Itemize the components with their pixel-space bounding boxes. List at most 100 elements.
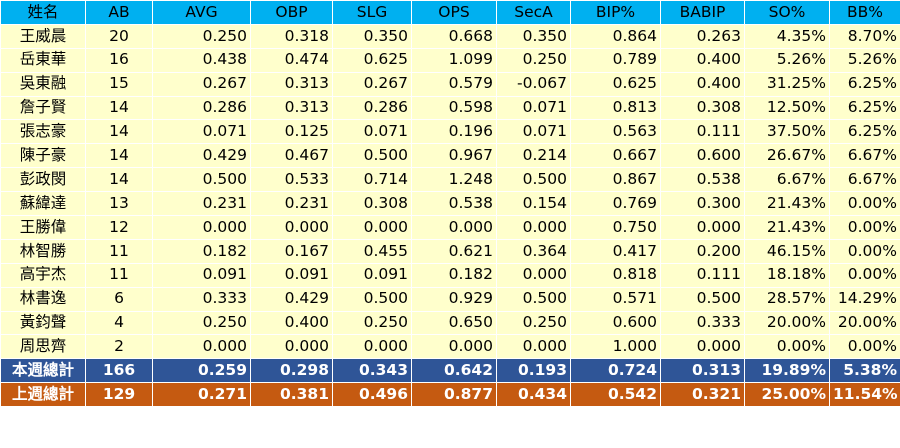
table-row: 蘇緯達 13 0.231 0.231 0.308 0.538 0.154 0.769 0.300… [0, 191, 900, 217]
table-row: 陳子豪 14 0.429 0.467 0.500 0.967 0.214 0.667 0.600… [0, 143, 900, 169]
cell-bb: 6.25% [829, 95, 900, 121]
header-ab: AB [85, 0, 153, 25]
cell-obp: 0.313 [250, 71, 333, 97]
cell-name: 上週總計 [0, 382, 86, 408]
cell-babip: 0.538 [660, 167, 745, 193]
cell-bip: 0.769 [570, 191, 661, 217]
cell-seca: 0.000 [496, 334, 571, 360]
cell-bb: 8.70% [829, 23, 900, 49]
cell-obp: 0.429 [250, 286, 333, 312]
cell-so: 18.18% [744, 262, 830, 288]
cell-bb: 6.67% [829, 167, 900, 193]
header-ops: OPS [411, 0, 497, 25]
cell-avg: 0.429 [152, 143, 251, 169]
table-row: 王勝偉 12 0.000 0.000 0.000 0.000 0.000 0.750 0.000… [0, 215, 900, 240]
cell-bb: 0.00% [829, 238, 900, 264]
cell-avg: 0.071 [152, 119, 251, 145]
cell-seca: 0.071 [496, 119, 571, 145]
cell-ab: 14 [85, 119, 153, 145]
cell-slg: 0.714 [332, 167, 412, 193]
cell-ab: 4 [85, 310, 153, 336]
cell-slg: 0.455 [332, 238, 412, 264]
cell-name: 陳子豪 [0, 143, 86, 169]
cell-so: 46.15% [744, 238, 830, 264]
cell-avg: 0.250 [152, 310, 251, 336]
cell-seca: 0.000 [496, 215, 571, 240]
cell-so: 12.50% [744, 95, 830, 121]
cell-avg: 0.182 [152, 238, 251, 264]
cell-slg: 0.000 [332, 215, 412, 240]
cell-bb: 11.54% [829, 382, 900, 408]
header-bip: BIP% [570, 0, 661, 25]
cell-bb: 0.00% [829, 191, 900, 217]
cell-seca: 0.250 [496, 47, 571, 73]
cell-slg: 0.500 [332, 286, 412, 312]
cell-babip: 0.321 [660, 382, 745, 408]
cell-name: 林書逸 [0, 286, 86, 312]
header-name: 姓名 [0, 0, 86, 25]
cell-ab: 12 [85, 215, 153, 240]
cell-ops: 0.196 [411, 119, 497, 145]
cell-obp: 0.533 [250, 167, 333, 193]
cell-obp: 0.091 [250, 262, 333, 288]
cell-name: 林智勝 [0, 238, 86, 264]
cell-so: 6.67% [744, 167, 830, 193]
cell-slg: 0.625 [332, 47, 412, 73]
cell-babip: 0.400 [660, 71, 745, 97]
table-row: 吳東融 15 0.267 0.313 0.267 0.579 -0.067 0.625 0.40… [0, 71, 900, 97]
cell-seca: -0.067 [496, 71, 571, 97]
cell-obp: 0.318 [250, 23, 333, 49]
cell-bip: 0.571 [570, 286, 661, 312]
header-row: 姓名 AB AVG OBP SLG OPS SecA BIP% BABIP SO… [0, 0, 900, 25]
header-bb: BB% [829, 0, 900, 25]
table-row: 林書逸 6 0.333 0.429 0.500 0.929 0.500 0.571 0.500 2… [0, 286, 900, 312]
table-row: 黃鈞聲 4 0.250 0.400 0.250 0.650 0.250 0.600 0.333 2… [0, 310, 900, 336]
cell-name: 彭政閔 [0, 167, 86, 193]
cell-bb: 6.67% [829, 143, 900, 169]
cell-seca: 0.250 [496, 310, 571, 336]
cell-seca: 0.500 [496, 286, 571, 312]
cell-bip: 0.417 [570, 238, 661, 264]
header-obp: OBP [250, 0, 333, 25]
cell-slg: 0.071 [332, 119, 412, 145]
cell-seca: 0.434 [496, 382, 571, 408]
cell-obp: 0.313 [250, 95, 333, 121]
table-row: 周思齊 2 0.000 0.000 0.000 0.000 0.000 1.000 0.000 0… [0, 334, 900, 360]
cell-babip: 0.400 [660, 47, 745, 73]
header-slg: SLG [332, 0, 412, 25]
cell-ops: 0.000 [411, 334, 497, 360]
cell-so: 0.00% [744, 334, 830, 360]
cell-bip: 0.563 [570, 119, 661, 145]
cell-ops: 0.650 [411, 310, 497, 336]
cell-bb: 6.25% [829, 119, 900, 145]
cell-seca: 0.214 [496, 143, 571, 169]
cell-seca: 0.500 [496, 167, 571, 193]
cell-name: 高宇杰 [0, 262, 86, 288]
cell-bip: 0.750 [570, 215, 661, 240]
cell-ops: 0.929 [411, 286, 497, 312]
total-row-this-week: 本週總計 166 0.259 0.298 0.343 0.642 0.193 0.724 0.3… [0, 358, 900, 384]
cell-obp: 0.474 [250, 47, 333, 73]
cell-name: 本週總計 [0, 358, 86, 384]
cell-slg: 0.496 [332, 382, 412, 408]
cell-name: 王威晨 [0, 23, 86, 49]
cell-obp: 0.298 [250, 358, 333, 384]
cell-slg: 0.000 [332, 334, 412, 360]
cell-bb: 14.29% [829, 286, 900, 312]
stats-table: 姓名 AB AVG OBP SLG OPS SecA BIP% BABIP SO… [0, 0, 900, 408]
cell-so: 5.26% [744, 47, 830, 73]
cell-bip: 0.667 [570, 143, 661, 169]
cell-slg: 0.091 [332, 262, 412, 288]
cell-ab: 20 [85, 23, 153, 49]
cell-avg: 0.267 [152, 71, 251, 97]
cell-obp: 0.167 [250, 238, 333, 264]
cell-bip: 0.724 [570, 358, 661, 384]
cell-bb: 5.26% [829, 47, 900, 73]
cell-avg: 0.231 [152, 191, 251, 217]
cell-obp: 0.400 [250, 310, 333, 336]
cell-bb: 0.00% [829, 215, 900, 240]
cell-bb: 20.00% [829, 310, 900, 336]
cell-babip: 0.000 [660, 215, 745, 240]
cell-avg: 0.271 [152, 382, 251, 408]
cell-bb: 5.38% [829, 358, 900, 384]
